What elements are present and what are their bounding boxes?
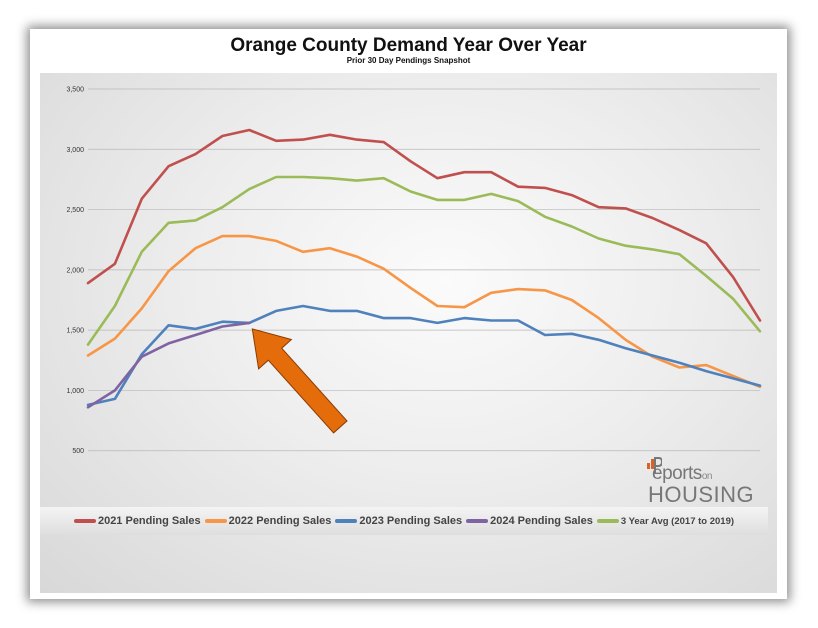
y-tick-label: 1,000 (66, 388, 84, 395)
legend-swatch (73, 519, 96, 523)
series-line (86, 321, 251, 409)
legend-swatch (466, 519, 489, 523)
legend-label: 2022 Pending Sales (228, 515, 332, 527)
series-line (86, 128, 762, 322)
y-tick-label: 3,500 (66, 87, 84, 94)
legend-swatch (596, 519, 619, 523)
y-tick-label: 1,500 (66, 328, 84, 335)
legend-entry: 2022 Pending Sales (204, 515, 332, 527)
reports-on-housing-logo: eportson HOUSING (630, 457, 770, 507)
legend-label: 2024 Pending Sales (490, 515, 593, 527)
legend-entry: 3 Year Avg (2017 to 2019) (596, 515, 735, 527)
legend-label: 2021 Pending Sales (97, 515, 201, 527)
legend-swatch (335, 519, 358, 523)
logo-line2: HOUSING (648, 482, 755, 507)
chart-subtitle: Prior 30 Day Pendings Snapshot (346, 56, 471, 65)
gridlines (88, 88, 760, 512)
legend-swatch (204, 519, 227, 523)
legend-label: 2023 Pending Sales (359, 515, 463, 527)
legend-label: 3 Year Avg (2017 to 2019) (620, 515, 735, 527)
series-lines (86, 128, 762, 409)
chart-legend: 2021 Pending Sales 2022 Pending Sales 2023… (40, 507, 768, 535)
annotation-arrow (251, 328, 348, 434)
y-tick-label: 3,000 (66, 147, 84, 154)
legend-entry: 2024 Pending Sales (466, 515, 593, 527)
series-line (86, 234, 762, 389)
y-tick-label: 2,500 (66, 207, 84, 214)
logo-line1: eportson (652, 463, 712, 484)
y-tick-label: 2,000 (66, 267, 84, 274)
chart-card: Orange County Demand Year Over Year Prio… (30, 29, 787, 599)
y-tick-label: 500 (72, 448, 84, 455)
series-line (86, 175, 762, 346)
orange-arrow (251, 328, 348, 434)
legend-entry: 2023 Pending Sales (335, 515, 462, 527)
series-line (86, 304, 762, 407)
chart-title: Orange County Demand Year Over Year (230, 35, 587, 56)
legend-entry: 2021 Pending Sales (73, 515, 201, 527)
